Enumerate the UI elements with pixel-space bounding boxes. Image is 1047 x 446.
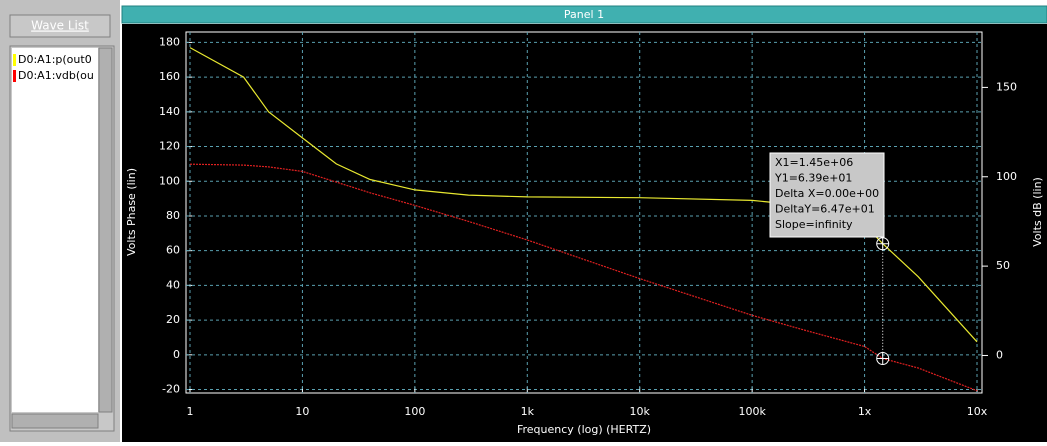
cursor-readout: DeltaY=6.47e+01 [775, 203, 875, 216]
y2-tick-label: 50 [996, 259, 1010, 272]
cursor-readout: X1=1.45e+06 [775, 156, 853, 169]
horizontal-scrollbar[interactable] [11, 413, 99, 429]
series-line [189, 163, 978, 392]
x-tick-label: 100 [404, 405, 425, 418]
plot-background [122, 24, 1047, 442]
x-tick-label: 1x [858, 405, 872, 418]
x-tick-label: 10x [967, 405, 988, 418]
y2-tick-label: 0 [996, 348, 1003, 361]
y2-tick-label: 150 [996, 80, 1017, 93]
y2-tick-label: 100 [996, 170, 1017, 183]
wave-list-area [12, 48, 98, 412]
x-tick-label: 1k [521, 405, 535, 418]
cursor-cross [876, 352, 889, 365]
panel-title: Panel 1 [564, 8, 604, 21]
y-tick-label: 120 [159, 140, 180, 153]
y-tick-label: 20 [166, 313, 180, 326]
x-tick-label: 100k [738, 405, 766, 418]
y-tick-label: 40 [166, 278, 180, 291]
x-tick-label: 10k [630, 405, 651, 418]
cursor-readout: Delta X=0.00e+00 [775, 187, 879, 200]
wave-list-button[interactable] [9, 14, 111, 38]
wave-list-button-label[interactable]: Wave List [31, 19, 89, 33]
cursor-readout: Y1=6.39e+01 [774, 172, 852, 185]
panel-title-bar [121, 5, 1047, 24]
x-tick-label: 1 [187, 405, 194, 418]
y-tick-label: 60 [166, 244, 180, 257]
wave-item: D0:A1:p(out0 [18, 53, 92, 66]
y-tick-label: -20 [162, 383, 180, 396]
y-tick-label: 180 [159, 35, 180, 48]
y-tick-label: 100 [159, 174, 180, 187]
wave-color [13, 70, 16, 82]
cursor-readout: Slope=infinity [775, 218, 853, 231]
plot-frame [185, 31, 983, 394]
cursor-cross [876, 237, 889, 250]
x-tick-label: 10 [295, 405, 309, 418]
y-tick-label: 0 [173, 348, 180, 361]
wave-item: D0:A1:vdb(ou [18, 69, 94, 82]
y-axis-label: Volts Phase (lin) [125, 168, 138, 256]
cursor-readout-box [769, 152, 885, 238]
y-tick-label: 80 [166, 209, 180, 222]
x-axis-label: Frequency (log) (HERTZ) [517, 423, 651, 436]
y-tick-label: 140 [159, 105, 180, 118]
y-tick-label: 160 [159, 70, 180, 83]
y2-axis-label: Volts dB (lin) [1031, 177, 1044, 247]
wave-color [13, 54, 16, 66]
vertical-scrollbar[interactable] [98, 47, 113, 413]
